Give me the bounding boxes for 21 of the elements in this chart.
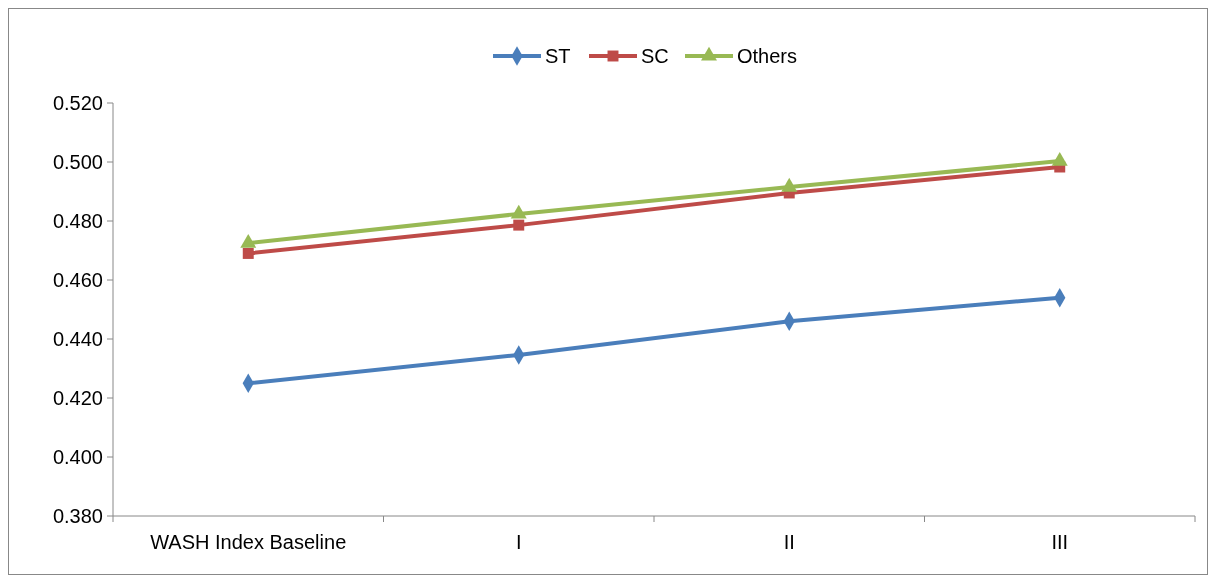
y-tick-label: 0.480	[52, 210, 103, 232]
point	[513, 219, 525, 231]
point	[510, 204, 527, 219]
x-tick-label: WASH Index Baseline	[150, 531, 347, 553]
point	[242, 247, 254, 259]
y-tick-label: 0.500	[52, 151, 103, 173]
legend-label: SC	[641, 45, 669, 67]
y-tick-label: 0.520	[52, 92, 103, 114]
legend-label: ST	[545, 45, 571, 67]
y-tick-label: 0.380	[52, 505, 103, 527]
x-tick-label: I	[515, 531, 522, 553]
x-tick-label: III	[1051, 531, 1069, 553]
legend-label: Others	[737, 45, 798, 67]
y-tick-label: 0.420	[52, 387, 103, 409]
point	[1051, 151, 1068, 166]
x-tick-label: II	[783, 531, 795, 553]
y-tick-label: 0.460	[52, 269, 103, 291]
y-tick-label: 0.400	[52, 446, 103, 468]
point	[781, 177, 798, 192]
point	[240, 233, 257, 248]
y-tick-label: 0.440	[52, 328, 103, 350]
